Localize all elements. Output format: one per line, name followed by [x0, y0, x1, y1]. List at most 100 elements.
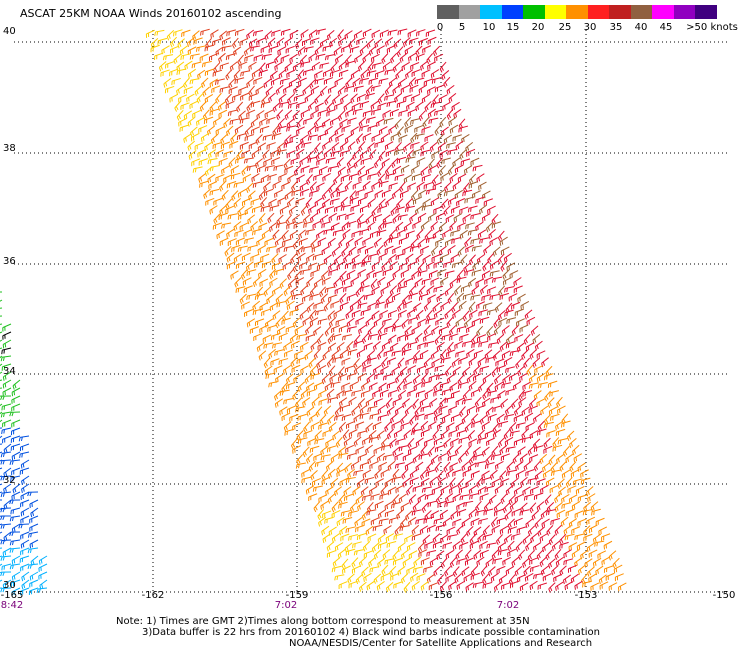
wind-barb	[272, 342, 283, 349]
wind-barb	[38, 555, 48, 565]
wind-barb	[221, 45, 232, 52]
wind-barb	[472, 581, 483, 589]
wind-barb	[478, 381, 486, 393]
wind-barb	[220, 141, 231, 150]
wind-barb	[420, 420, 429, 432]
wind-barb	[449, 278, 458, 288]
wind-barb	[376, 118, 385, 128]
wind-barb	[446, 316, 454, 328]
wind-barb	[537, 382, 548, 389]
wind-barb	[180, 53, 191, 60]
wind-barb	[432, 541, 443, 549]
wind-barb	[592, 533, 602, 544]
wind-barb	[586, 516, 596, 525]
wind-barb	[326, 109, 336, 117]
wind-barb	[334, 286, 344, 295]
wind-barb	[11, 571, 21, 581]
wind-barb	[382, 268, 393, 277]
wind-barb	[571, 548, 580, 559]
wind-barb	[402, 453, 412, 462]
wind-barb	[253, 76, 263, 85]
wind-barb	[283, 285, 291, 297]
wind-barb	[261, 94, 269, 106]
wind-barb	[237, 205, 245, 217]
wind-barb	[531, 510, 540, 521]
wind-barb	[258, 350, 267, 361]
wind-barb	[420, 166, 429, 177]
wind-barb	[309, 212, 318, 223]
wind-barb	[505, 446, 516, 453]
wind-barb	[377, 557, 386, 568]
wind-barb	[495, 358, 505, 367]
wind-barb	[433, 388, 443, 397]
wind-barb	[397, 214, 408, 221]
wind-barb	[437, 470, 444, 482]
wind-barb	[300, 285, 308, 296]
wind-barb	[371, 181, 380, 191]
wind-barb	[234, 28, 245, 37]
wind-barb	[517, 293, 526, 303]
wind-barb	[0, 571, 3, 574]
colorbar-swatch	[652, 5, 674, 19]
wind-barb	[338, 36, 347, 47]
wind-barb	[279, 278, 287, 289]
wind-barb	[298, 77, 307, 86]
wind-barb	[270, 332, 281, 341]
wind-barb	[557, 405, 566, 415]
wind-barb	[377, 349, 385, 360]
wind-barb	[246, 109, 256, 118]
wind-barb	[328, 317, 337, 328]
wind-barb	[407, 108, 417, 117]
wind-barb	[281, 181, 291, 191]
wind-barb	[326, 541, 335, 552]
wind-barb	[0, 515, 3, 517]
wind-barb	[295, 141, 304, 152]
wind-barb	[506, 461, 514, 472]
wind-barb	[407, 341, 418, 349]
wind-barb	[381, 261, 389, 272]
wind-barb	[405, 230, 415, 239]
wind-barb	[300, 29, 309, 39]
wind-barb	[238, 86, 248, 95]
wind-barb	[491, 366, 499, 378]
wind-barb	[466, 405, 476, 415]
wind-barb	[332, 557, 341, 568]
wind-barb	[497, 310, 506, 321]
wind-barb	[587, 493, 596, 503]
wind-barb	[478, 518, 488, 525]
wind-barb	[405, 69, 414, 79]
wind-barb	[345, 548, 356, 556]
wind-barb	[396, 380, 404, 392]
wind-barb	[433, 437, 443, 446]
wind-barb	[468, 438, 478, 447]
wind-barb	[424, 340, 435, 348]
wind-barb	[345, 108, 354, 118]
wind-barb	[348, 173, 359, 181]
wind-barb	[571, 526, 581, 535]
wind-barb	[398, 134, 408, 143]
wind-barb	[313, 173, 323, 181]
wind-barb	[450, 229, 460, 237]
wind-barb	[499, 236, 508, 246]
wind-barb	[384, 141, 394, 151]
wind-barb	[195, 45, 206, 52]
wind-barb	[377, 541, 388, 550]
wind-barb	[245, 261, 254, 272]
wind-barb	[489, 260, 499, 270]
wind-barb	[351, 405, 359, 416]
wind-barb	[334, 486, 343, 497]
wind-barb	[400, 502, 410, 512]
wind-barb	[377, 533, 386, 544]
wind-barb	[545, 549, 553, 561]
wind-barb	[577, 518, 587, 527]
wind-barb	[349, 381, 359, 390]
wind-barb	[327, 468, 336, 479]
wind-barb	[431, 358, 440, 368]
wind-barb	[209, 108, 220, 116]
wind-barb	[378, 518, 389, 525]
wind-barb	[263, 357, 271, 369]
wind-barb	[441, 388, 452, 396]
wind-barb	[257, 244, 267, 254]
wind-barb	[308, 460, 316, 472]
wind-barb	[157, 37, 168, 45]
